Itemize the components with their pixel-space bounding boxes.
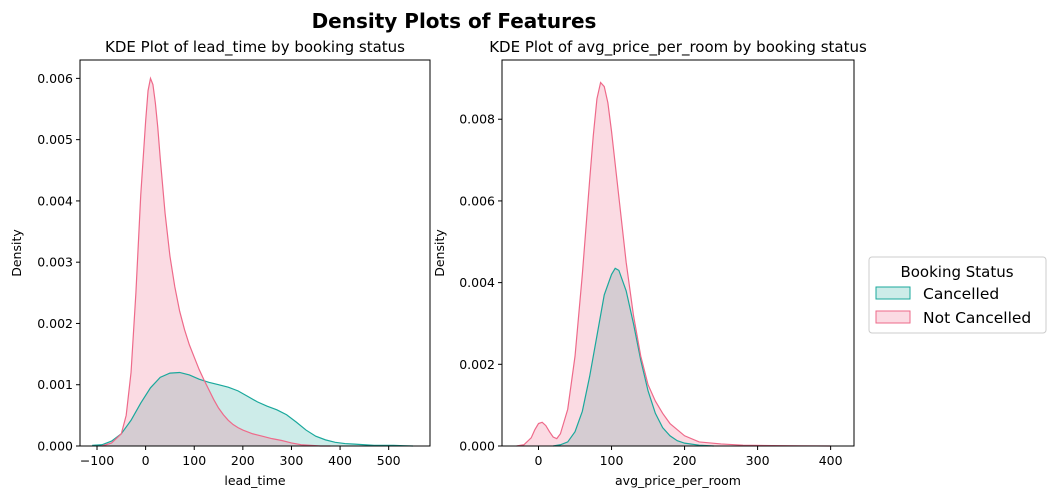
legend-label-cancelled: Cancelled [923,285,999,303]
y-tick-label: 0.002 [459,357,495,372]
density-lines [516,81,831,447]
y-tick-label: 0.004 [37,193,73,208]
x-ticks: 0 100 200 300 400 [535,446,843,468]
x-tick-label: 0 [142,453,150,468]
x-axis-label-lead-time: lead_time [224,473,286,488]
x-tick-label: 400 [819,453,843,468]
axes-frame-avg-price [501,59,855,447]
density-fill-cancelled [92,372,413,446]
density-fill-not-cancelled [516,82,831,446]
x-tick-label: 200 [231,453,255,468]
axes-frame-lead-time [79,59,431,447]
density-line-not-cancelled [101,76,331,447]
density-line-not-cancelled [516,81,831,447]
x-tick-label: 100 [182,453,206,468]
kde-plot-lead-time: KDE Plot of lead_time by booking status … [9,38,431,488]
x-tick-label: 300 [280,453,304,468]
x-ticks: −100 0 100 200 300 400 500 [80,446,401,468]
y-tick-label: 0.000 [37,439,73,454]
x-axis-label-avg-price: avg_price_per_room [615,473,741,488]
x-tick-label: 100 [600,453,624,468]
y-tick-label: 0.008 [459,112,495,127]
y-tick-label: 0.003 [37,255,73,270]
plot-title-avg-price: KDE Plot of avg_price_per_room by bookin… [489,38,867,57]
plot-title-lead-time: KDE Plot of lead_time by booking status [105,38,405,57]
legend-box [868,256,1047,334]
x-tick-label: 0 [535,453,543,468]
density-line-cancelled [553,267,714,447]
density-line-cancelled [92,371,414,447]
density-lines [92,76,414,447]
y-tick-label: 0.006 [459,193,495,208]
legend-title: Booking Status [900,263,1013,281]
legend-swatch-cancelled [875,286,911,300]
legend-swatch-not-cancelled [875,310,911,324]
x-tick-label: 500 [377,453,401,468]
y-tick-label: 0.006 [37,71,73,86]
density-fill-not-cancelled [101,78,331,446]
legend: Booking Status Cancelled Not Cancelled [868,256,1047,334]
x-tick-label: 200 [673,453,697,468]
y-tick-label: 0.001 [37,377,73,392]
y-tick-label: 0.002 [37,316,73,331]
y-tick-label: 0.004 [459,275,495,290]
figure-title: Density Plots of Features [312,9,597,33]
y-ticks: 0.000 0.001 0.002 0.003 0.004 0.005 0.006 [37,71,80,454]
x-tick-label: 400 [328,453,352,468]
density-fills [92,78,413,446]
kde-plot-avg-price: KDE Plot of avg_price_per_room by bookin… [432,38,867,488]
y-axis-label-lead-time: Density [9,229,24,277]
x-tick-label: −100 [80,453,114,468]
density-fill-cancelled [553,268,714,446]
y-ticks: 0.000 0.002 0.004 0.006 0.008 [459,112,502,454]
legend-label-not-cancelled: Not Cancelled [923,309,1031,327]
y-axis-label-avg-price: Density [432,229,447,277]
density-fills [516,82,831,446]
y-tick-label: 0.005 [37,132,73,147]
y-tick-label: 0.000 [459,439,495,454]
x-tick-label: 300 [746,453,770,468]
